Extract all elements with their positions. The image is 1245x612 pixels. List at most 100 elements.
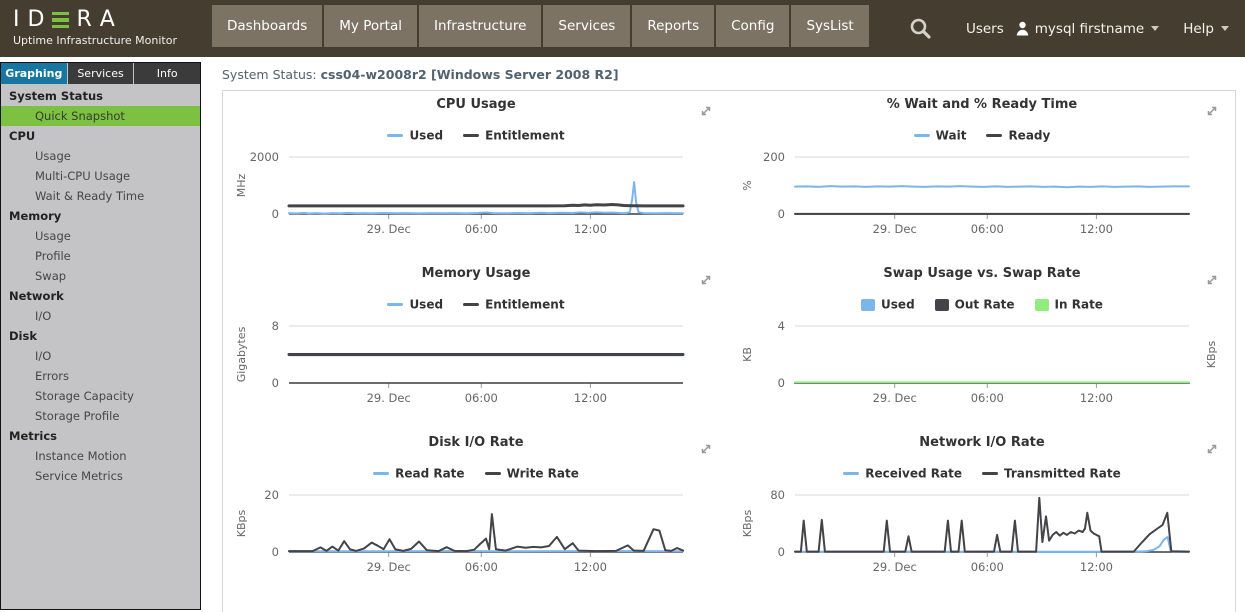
nav-config[interactable]: Config	[716, 5, 789, 47]
idera-logo[interactable]: IDRA Uptime Infrastructure Monitor	[0, 0, 212, 57]
nav-my-portal[interactable]: My Portal	[324, 5, 417, 47]
legend-marker	[463, 303, 479, 306]
sidebar-item-usage[interactable]: Usage	[1, 226, 200, 246]
x-tick-label: 12:00	[1080, 391, 1113, 405]
legend-marker	[485, 472, 501, 475]
sidebar-item-quick-snapshot[interactable]: Quick Snapshot	[1, 106, 200, 126]
sidebar-item-service-metrics[interactable]: Service Metrics	[1, 466, 200, 486]
user-menu[interactable]: mysql firstname	[1016, 21, 1159, 37]
chart-title: CPU Usage	[223, 97, 729, 114]
expand-arrows	[703, 277, 710, 284]
x-tick-label: 06:00	[465, 560, 498, 574]
legend-item-transmitted-rate[interactable]: Transmitted Rate	[982, 463, 1121, 482]
legend-item-wait[interactable]: Wait	[914, 125, 967, 144]
legend-label: Entitlement	[485, 298, 565, 312]
sidebar-section-network: Network	[1, 286, 200, 306]
sidebar-section-cpu: CPU	[1, 126, 200, 146]
chart-canvas: 20000MHz29. Dec06:0012:00	[223, 144, 729, 236]
sidebar-section-memory: Memory	[1, 206, 200, 226]
chart-canvas: 2000%29. Dec06:0012:00	[729, 144, 1235, 236]
chart-wait-and-ready-time: % Wait and % Ready TimeWaitReady2000%29.…	[729, 93, 1235, 262]
expand-icon[interactable]	[1205, 104, 1219, 118]
expand-icon[interactable]	[1205, 273, 1219, 287]
legend-item-write-rate[interactable]: Write Rate	[485, 463, 579, 482]
tab-info[interactable]: Info	[134, 63, 200, 84]
legend-label: Read Rate	[395, 467, 464, 481]
topbar: IDRA Uptime Infrastructure Monitor Dashb…	[0, 0, 1245, 57]
legend-item-used[interactable]: Used	[387, 125, 443, 144]
legend-item-received-rate[interactable]: Received Rate	[843, 463, 962, 482]
sidebar-item-usage[interactable]: Usage	[1, 146, 200, 166]
expand-icon[interactable]	[1205, 442, 1219, 456]
expand-arrows	[703, 446, 710, 453]
logo-letter: R	[76, 7, 92, 32]
x-tick-label: 29. Dec	[873, 391, 917, 405]
tab-services[interactable]: Services	[68, 63, 134, 84]
nav-dashboards[interactable]: Dashboards	[212, 5, 322, 47]
sidebar-item-wait-ready-time[interactable]: Wait & Ready Time	[1, 186, 200, 206]
legend-label: Ready	[1008, 129, 1050, 143]
expand-icon-glyph	[1205, 273, 1219, 287]
status-label: System Status:	[222, 67, 317, 82]
system-status-heading: System Status: css04-w2008r2 [Windows Se…	[201, 57, 1245, 90]
help-label: Help	[1183, 21, 1214, 37]
legend-marker	[861, 299, 875, 311]
sidebar-item-storage-profile[interactable]: Storage Profile	[1, 406, 200, 426]
expand-icon[interactable]	[699, 442, 713, 456]
legend-item-out-rate[interactable]: Out Rate	[935, 294, 1015, 313]
series-entitlement	[289, 205, 683, 206]
nav-infrastructure[interactable]: Infrastructure	[419, 5, 541, 47]
legend-marker	[373, 472, 389, 475]
chart-memory-usage: Memory Usage Used Entitlement80Gigabytes29…	[223, 262, 729, 431]
legend-item-entitlement[interactable]: Entitlement	[463, 125, 565, 144]
y-tick-label-max: 8	[272, 319, 279, 333]
legend-item-read-rate[interactable]: Read Rate	[373, 463, 464, 482]
legend-label: Wait	[936, 129, 967, 143]
expand-icon-glyph	[1205, 442, 1219, 456]
nav-reports[interactable]: Reports	[632, 5, 714, 47]
search-icon[interactable]	[909, 17, 932, 40]
nav-services[interactable]: Services	[543, 5, 630, 47]
y-axis-title: KBps	[741, 510, 754, 538]
chart-network-i-o-rate: Network I/O RateReceived RateTransmitted…	[729, 431, 1235, 600]
legend-item-ready[interactable]: Ready	[986, 125, 1050, 144]
x-tick-label: 06:00	[465, 222, 498, 236]
help-menu[interactable]: Help	[1183, 21, 1229, 37]
chart-title: Memory Usage	[223, 266, 729, 283]
legend-item-in-rate[interactable]: In Rate	[1035, 294, 1103, 313]
sidebar-section-metrics: Metrics	[1, 426, 200, 446]
chevron-down-icon	[1151, 26, 1159, 31]
x-tick-label: 29. Dec	[367, 222, 411, 236]
legend-item-used[interactable]: Used	[861, 294, 915, 313]
chart-canvas: 80Gigabytes29. Dec06:0012:00	[223, 313, 729, 405]
nav-syslist[interactable]: SysList	[791, 5, 868, 47]
legend-marker	[982, 472, 998, 475]
y-axis-title: %	[741, 180, 754, 190]
sidebar-item-multi-cpu-usage[interactable]: Multi-CPU Usage	[1, 166, 200, 186]
sidebar-item-i-o[interactable]: I/O	[1, 306, 200, 326]
sidebar-item-profile[interactable]: Profile	[1, 246, 200, 266]
legend-label: Write Rate	[507, 467, 579, 481]
topbar-right: Users mysql firstname Help	[909, 0, 1245, 57]
legend-item-entitlement[interactable]: Entitlement	[463, 294, 565, 313]
legend-label: Received Rate	[865, 467, 962, 481]
sidebar-item-i-o[interactable]: I/O	[1, 346, 200, 366]
expand-icon[interactable]	[699, 104, 713, 118]
legend-item-used[interactable]: Used	[387, 294, 443, 313]
system-name: css04-w2008r2 [Windows Server 2008 R2]	[321, 67, 619, 82]
x-tick-label: 06:00	[465, 391, 498, 405]
sidebar-item-instance-motion[interactable]: Instance Motion	[1, 446, 200, 466]
legend-marker	[986, 134, 1002, 137]
legend-label: Used	[409, 129, 443, 143]
sidebar-list: System StatusQuick SnapshotCPUUsageMulti…	[1, 84, 200, 486]
sidebar-item-storage-capacity[interactable]: Storage Capacity	[1, 386, 200, 406]
tab-graphing[interactable]: Graphing	[1, 63, 67, 84]
sidebar-item-errors[interactable]: Errors	[1, 366, 200, 386]
expand-icon[interactable]	[699, 273, 713, 287]
y-tick-label-max: 200	[763, 150, 785, 164]
y-tick-label-max: 80	[770, 488, 785, 502]
chart-title: Disk I/O Rate	[223, 435, 729, 452]
chart-canvas: 800KBps29. Dec06:0012:00	[729, 482, 1235, 574]
logo-e-bar	[52, 25, 69, 29]
sidebar-item-swap[interactable]: Swap	[1, 266, 200, 286]
